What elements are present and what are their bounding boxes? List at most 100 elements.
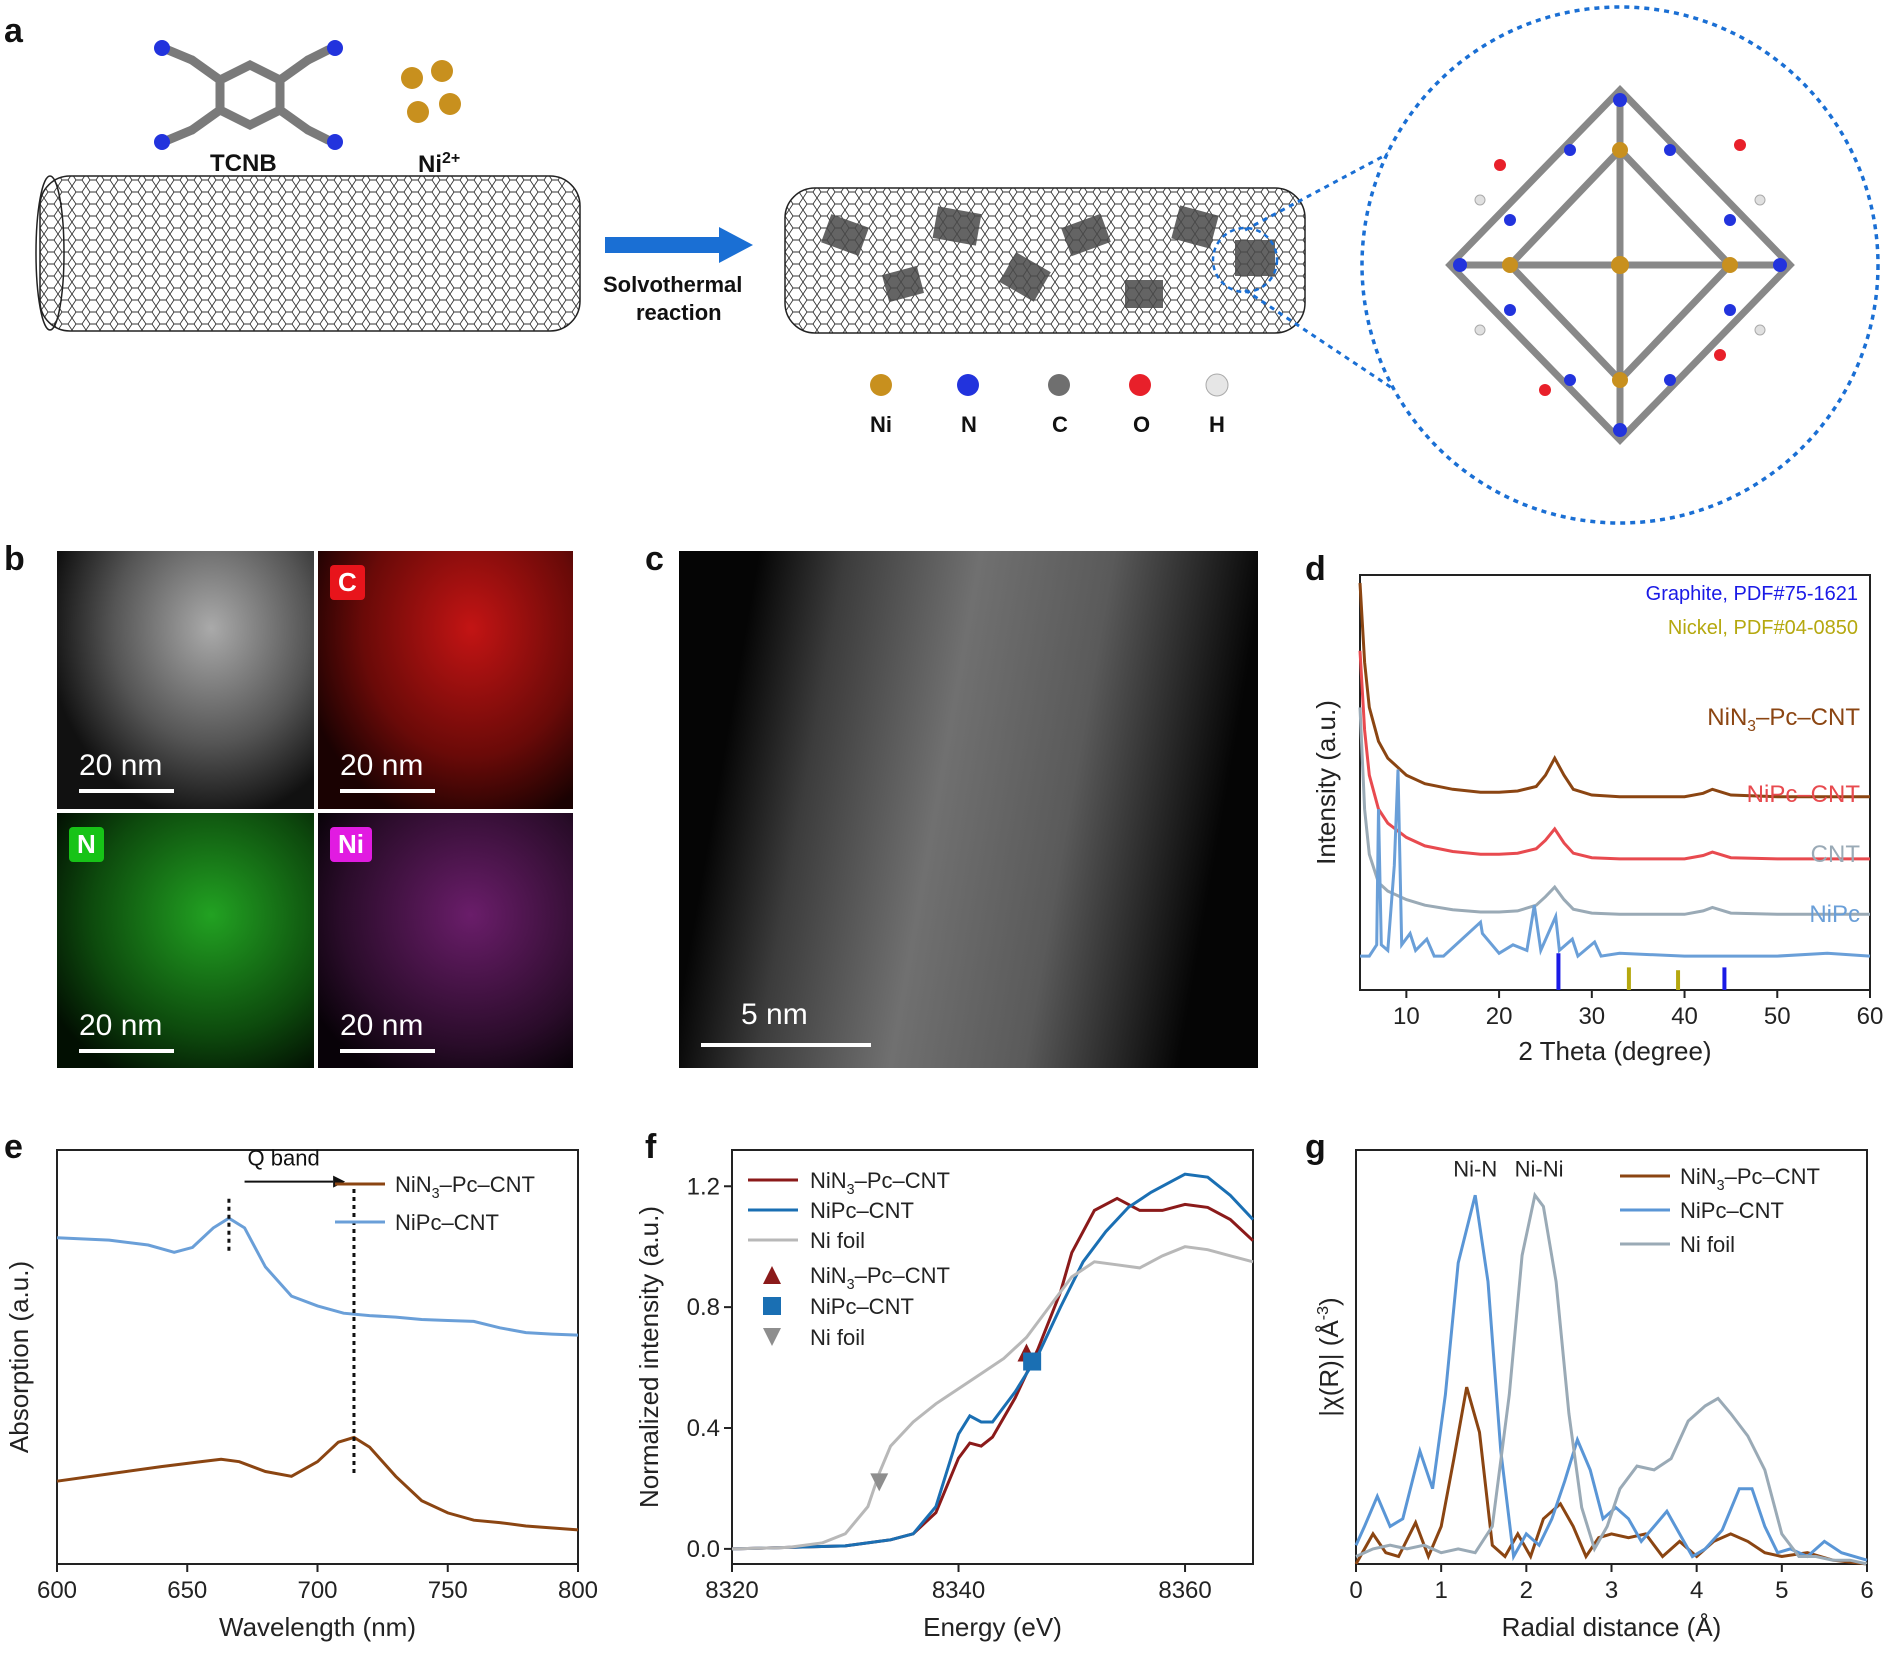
series-line-2 xyxy=(731,1245,1254,1551)
plot-frame xyxy=(1355,1149,1868,1565)
x-tick-label: 8340 xyxy=(932,1577,985,1604)
legend-label-1: NiPc–CNT xyxy=(395,1210,499,1235)
series-label-0: NiN3–Pc–CNT xyxy=(1707,704,1860,735)
panel-label-c: c xyxy=(645,540,664,578)
series-line-1 xyxy=(56,1216,579,1337)
x-tick-label: 20 xyxy=(1486,1003,1513,1030)
reaction-text-1: Solvothermal xyxy=(603,272,743,297)
plot-frame xyxy=(56,1149,579,1565)
c-map-image: C 20 nm xyxy=(318,551,573,809)
series-line-1 xyxy=(1358,650,1870,861)
scale-label: 20 nm xyxy=(340,749,424,782)
y-axis-title: Intensity (a.u.) xyxy=(1311,700,1341,865)
x-tick-label: 40 xyxy=(1671,1003,1698,1030)
series-line-2 xyxy=(1358,707,1870,916)
panel-label-e: e xyxy=(4,1128,23,1166)
tcnb-label: TCNB xyxy=(210,150,277,177)
series-label-1: NiPc–CNT xyxy=(1747,781,1861,808)
legend-label-2: Ni foil xyxy=(1680,1232,1735,1257)
legend-label-0: NiN3–Pc–CNT xyxy=(1680,1164,1820,1194)
reaction-arrow-icon xyxy=(605,227,753,263)
series-line-1 xyxy=(731,1172,1255,1551)
x-tick-label: 30 xyxy=(1578,1003,1605,1030)
x-axis-title: Wavelength (nm) xyxy=(219,1612,416,1642)
y-tick-label: 1.2 xyxy=(687,1173,720,1200)
q-band-label: Q band xyxy=(248,1146,320,1171)
x-tick-label: 6 xyxy=(1860,1577,1873,1604)
x-tick-label: 10 xyxy=(1393,1003,1420,1030)
series-label-3: NiPc xyxy=(1809,901,1860,928)
x-tick-label: 700 xyxy=(297,1577,337,1604)
scale-label: 20 nm xyxy=(79,1009,163,1042)
ni-ion-charge: 2+ xyxy=(442,150,461,167)
legend-marker-1 xyxy=(763,1297,781,1315)
legend-label-0: NiN3–Pc–CNT xyxy=(395,1172,535,1202)
y-axis-title: Absorption (a.u.) xyxy=(4,1261,34,1453)
tcnb-molecule-icon xyxy=(154,40,343,150)
data-marker-1 xyxy=(1023,1352,1042,1371)
exafs-chart: Ni-N Ni-Ni 0 1 2 3 4 5 6 Radial distance (Å) |χ(R)… xyxy=(1314,1149,1874,1642)
y-axis-title: |χ(R)| (Å-3) xyxy=(1314,1297,1344,1416)
atom-h-icon xyxy=(1205,373,1229,397)
series-line-0 xyxy=(1358,582,1870,799)
atom-ni-label: Ni xyxy=(870,412,892,437)
xanes-chart: 8320 8340 8360 0.0 0.4 0.8 1.2 Energy (eV) Norma… xyxy=(634,1149,1255,1642)
q-band-arrowhead xyxy=(333,1175,346,1188)
atom-h-label: H xyxy=(1209,412,1225,437)
x-tick-label: 750 xyxy=(428,1577,468,1604)
x-tick-label: 5 xyxy=(1775,1577,1788,1604)
series-line-0 xyxy=(56,1435,579,1532)
atom-n-icon xyxy=(957,374,979,396)
haadf-image: 20 nm xyxy=(57,551,314,809)
y-tick-label: 0.4 xyxy=(687,1415,720,1442)
scale-bar xyxy=(79,789,174,793)
panel-label-b: b xyxy=(4,540,25,578)
scale-label: 20 nm xyxy=(79,749,163,782)
x-tick-label: 600 xyxy=(37,1577,77,1604)
reference-legend-0: Graphite, PDF#75-1621 xyxy=(1646,583,1858,605)
scale-bar xyxy=(79,1049,174,1053)
x-tick-label: 60 xyxy=(1857,1003,1884,1030)
uvvis-chart: Q band 600 650 700 750 800 Wavelength (nm) Abso… xyxy=(4,1146,598,1642)
carbon-nanotube-bare xyxy=(35,175,581,332)
scale-label: 5 nm xyxy=(741,998,808,1031)
x-axis-title: Energy (eV) xyxy=(923,1612,1062,1642)
atom-c-label: C xyxy=(1052,412,1068,437)
reaction-text-2: reaction xyxy=(636,300,722,325)
hrtem-image: 5 nm xyxy=(679,551,1258,1068)
ni-ion-symbol: Ni xyxy=(418,151,442,178)
zoom-lines xyxy=(1244,148,1396,392)
panel-label-f: f xyxy=(645,1128,657,1166)
x-tick-label: 4 xyxy=(1690,1577,1703,1604)
ni-map-tag: Ni xyxy=(330,827,372,862)
x-tick-label: 8360 xyxy=(1158,1577,1211,1604)
legend-marker-label-2: Ni foil xyxy=(810,1325,865,1350)
x-tick-label: 800 xyxy=(558,1577,598,1604)
legend-marker-0 xyxy=(763,1266,781,1284)
n-map-tag: N xyxy=(69,827,104,862)
series-line-2 xyxy=(1355,1191,1868,1566)
y-tick-label: 0.0 xyxy=(687,1536,720,1563)
x-tick-label: 650 xyxy=(167,1577,207,1604)
atom-n-label: N xyxy=(961,412,977,437)
ni-ion-label: Ni2+ xyxy=(418,150,460,179)
peak-label-1: Ni-Ni xyxy=(1515,1156,1564,1181)
atom-ni-icon xyxy=(870,374,892,396)
x-tick-label: 1 xyxy=(1434,1577,1447,1604)
plot-frame xyxy=(731,1149,1254,1565)
c-map-tag: C xyxy=(330,565,365,600)
scale-bar xyxy=(340,1049,435,1053)
panel-label-g: g xyxy=(1305,1128,1326,1166)
legend-line-label-2: Ni foil xyxy=(810,1228,865,1253)
x-tick-label: 0 xyxy=(1349,1577,1362,1604)
peak-label-0: Ni-N xyxy=(1453,1156,1497,1181)
framework-zoom-circle xyxy=(1360,5,1880,525)
series-line-0 xyxy=(1354,1386,1868,1566)
x-tick-label: 2 xyxy=(1520,1577,1533,1604)
x-tick-label: 50 xyxy=(1764,1003,1791,1030)
ni-ions-icon xyxy=(401,60,461,123)
scale-label: 20 nm xyxy=(340,1009,424,1042)
x-axis-title: 2 Theta (degree) xyxy=(1518,1036,1711,1066)
xrd-chart: 10 20 30 40 50 60 2 Theta (degree) Intensity (a… xyxy=(1311,574,1883,1066)
panel-label-d: d xyxy=(1305,550,1326,588)
